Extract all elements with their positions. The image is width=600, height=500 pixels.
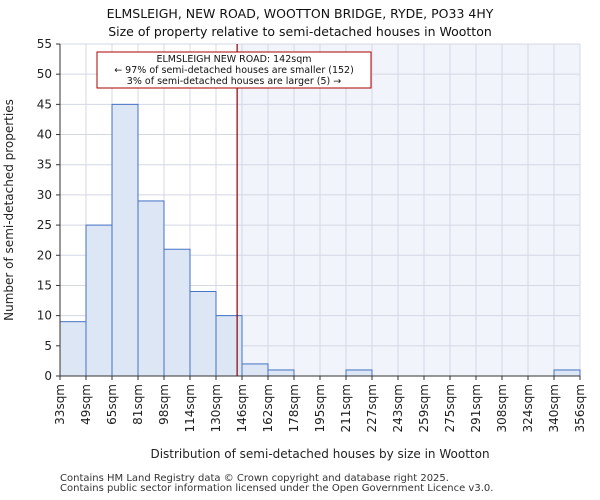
histogram-bar — [137, 200, 165, 377]
footer-line-2: Contains public sector information licen… — [60, 483, 494, 494]
x-tick-label: 49sqm — [79, 384, 93, 425]
x-tick-label: 98sqm — [157, 384, 171, 425]
x-tick-label: 340sqm — [547, 384, 561, 432]
x-tick-label: 162sqm — [261, 384, 275, 432]
histogram-bar — [111, 103, 139, 377]
annotation-line-3: 3% of semi-detached houses are larger (5… — [127, 76, 341, 87]
footer-line-1: Contains HM Land Registry data © Crown c… — [60, 473, 449, 484]
x-tick-label: 243sqm — [391, 384, 405, 432]
x-tick-label: 81sqm — [131, 384, 145, 425]
background-layer — [237, 44, 580, 376]
x-tick-label: 259sqm — [417, 384, 431, 432]
histogram-bar — [553, 369, 581, 377]
histogram-bar — [241, 363, 269, 377]
y-tick-label: 55 — [37, 37, 52, 51]
x-tick-label: 146sqm — [235, 384, 249, 432]
histogram-bar — [267, 369, 295, 377]
y-tick-label: 20 — [37, 248, 52, 262]
x-tick-label: 356sqm — [573, 384, 587, 432]
y-tick-label: 30 — [37, 188, 52, 202]
annotation-box: ELMSLEIGH NEW ROAD: 142sqm ← 97% of semi… — [96, 51, 372, 89]
x-tick-label: 65sqm — [105, 384, 119, 425]
axis-layer: 0 5 10 15 20 25 30 35 40 45 50 55 33sqm 49sqm 65sqm 81s… — [37, 37, 587, 432]
x-tick-label: 227sqm — [365, 384, 379, 432]
larger-region-shading — [237, 44, 580, 376]
chart-title: ELMSLEIGH, NEW ROAD, WOOTTON BRIDGE, RYD… — [106, 6, 494, 21]
x-tick-label: 178sqm — [287, 384, 301, 432]
histogram-bar — [189, 290, 217, 377]
histogram-bar — [215, 315, 243, 377]
y-tick-label: 35 — [37, 158, 52, 172]
chart-subtitle: Size of property relative to semi-detach… — [108, 24, 492, 39]
y-tick-label: 25 — [37, 218, 52, 232]
y-tick-label: 0 — [44, 369, 52, 383]
annotation-border — [96, 51, 372, 89]
y-tick-label: 40 — [37, 128, 52, 142]
x-tick-label: 33sqm — [53, 384, 67, 425]
annotation-line-2: ← 97% of semi-detached houses are smalle… — [114, 65, 354, 76]
annotation-line-1: ELMSLEIGH NEW ROAD: 142sqm — [157, 54, 312, 65]
bar-layer — [59, 103, 581, 377]
y-tick-label: 50 — [37, 67, 52, 81]
y-tick-label: 15 — [37, 278, 52, 292]
histogram-bar — [85, 224, 113, 377]
x-tick-label: 130sqm — [209, 384, 223, 432]
x-tick-label: 324sqm — [521, 384, 535, 432]
y-tick-label: 10 — [37, 309, 52, 323]
x-tick-label: 291sqm — [469, 384, 483, 432]
y-axis-label: Number of semi-detached properties — [2, 99, 16, 321]
x-tick-label: 195sqm — [313, 384, 327, 432]
y-tick-label: 5 — [44, 339, 52, 353]
histogram-bar — [163, 248, 191, 377]
x-tick-label: 211sqm — [339, 384, 353, 432]
histogram-bar — [345, 369, 373, 377]
y-tick-label: 45 — [37, 97, 52, 111]
x-tick-label: 308sqm — [495, 384, 509, 432]
x-tick-label: 275sqm — [443, 384, 457, 432]
histogram-bar — [59, 321, 87, 377]
x-axis-label: Distribution of semi-detached houses by … — [150, 447, 489, 461]
x-tick-label: 114sqm — [183, 384, 197, 432]
